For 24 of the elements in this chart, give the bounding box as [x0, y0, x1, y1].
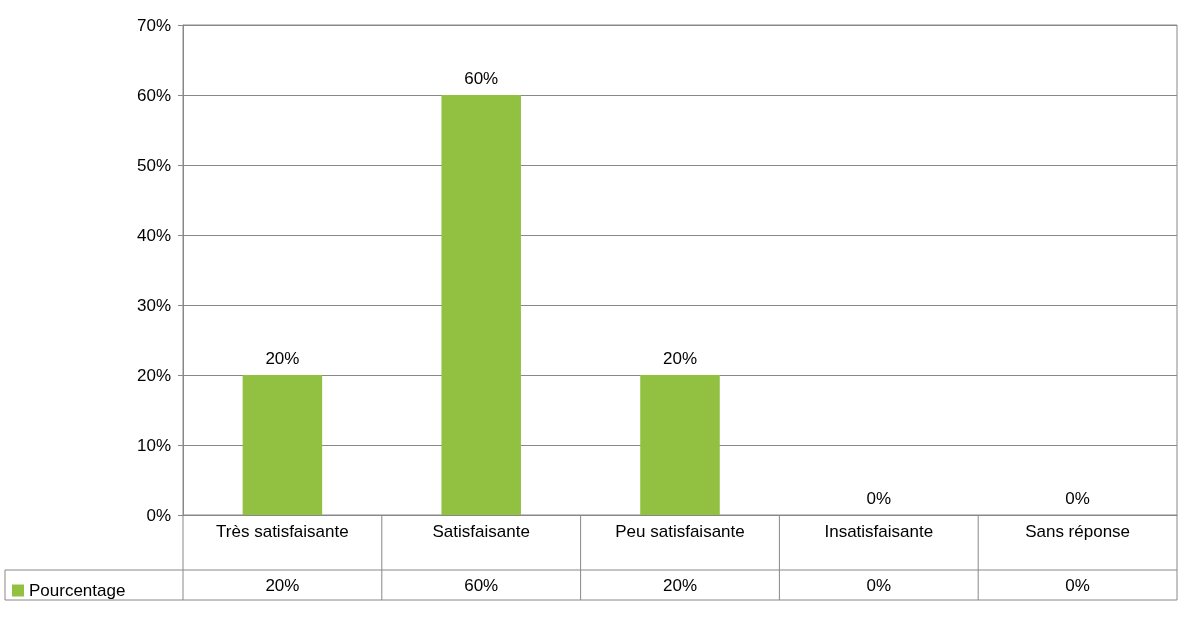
- x-tick-label: Satisfaisante: [432, 522, 530, 541]
- y-tick-label: 30%: [136, 295, 171, 315]
- legend-label: Pourcentage: [29, 581, 126, 600]
- x-tick-label: Sans réponse: [1025, 522, 1131, 541]
- x-tick-label: Très satisfaisante: [216, 522, 349, 541]
- y-tick-label: 60%: [136, 85, 171, 105]
- text: 20%: [265, 349, 300, 368]
- y-tick-label: 0%: [146, 505, 171, 525]
- text: 20%: [662, 349, 698, 368]
- y-tick-label: 50%: [136, 155, 171, 175]
- y-tick-label: 20%: [136, 365, 171, 385]
- data-label: 0%: [1065, 575, 1090, 595]
- text: 0%: [1065, 489, 1090, 508]
- text: 0%: [866, 489, 892, 508]
- data-label: 0%: [866, 575, 892, 595]
- data-label: 20%: [662, 575, 698, 595]
- x-tick-label: Peu satisfaisante: [615, 522, 745, 541]
- data-label: 20%: [265, 575, 300, 595]
- y-tick-label: 40%: [136, 225, 171, 245]
- text: 60%: [464, 69, 499, 88]
- data-label: 60%: [464, 575, 499, 595]
- x-tick-label: Insatisfaisante: [824, 522, 934, 541]
- y-tick-label: 10%: [136, 435, 171, 455]
- y-tick-label: 70%: [136, 15, 171, 35]
